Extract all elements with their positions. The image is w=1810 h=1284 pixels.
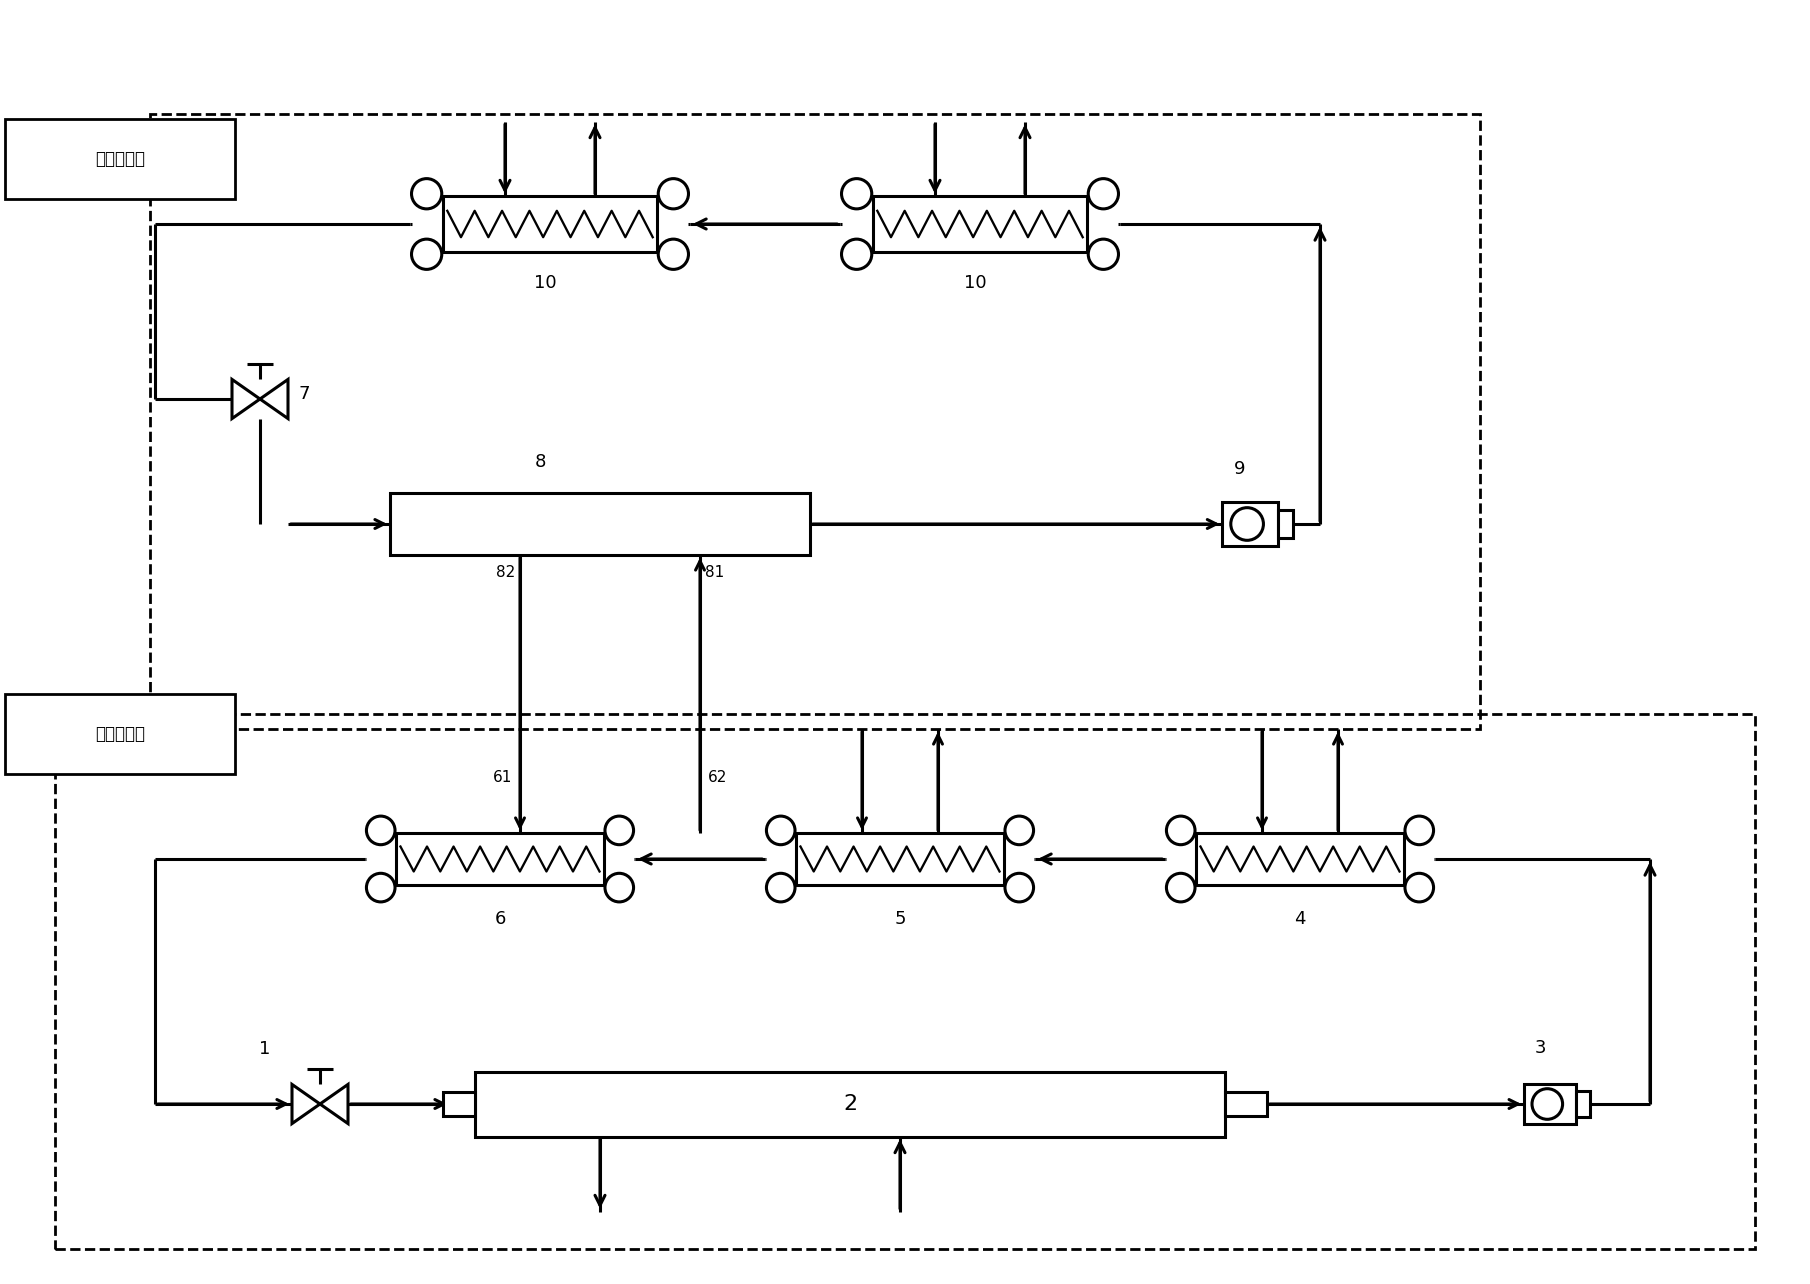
Bar [389, 493, 811, 555]
Circle shape [842, 178, 872, 209]
Bar [1524, 1084, 1577, 1125]
Circle shape [842, 239, 872, 270]
Text: 2: 2 [843, 1094, 858, 1115]
Bar [872, 196, 1086, 252]
Circle shape [605, 817, 634, 845]
Polygon shape [320, 1085, 348, 1124]
Bar [54, 714, 1756, 1249]
Text: 5: 5 [894, 910, 905, 928]
Circle shape [1088, 239, 1119, 270]
Bar [1222, 502, 1278, 546]
Circle shape [1088, 178, 1119, 209]
Text: 82: 82 [496, 565, 516, 580]
Circle shape [411, 239, 442, 270]
Bar [443, 1093, 474, 1116]
Text: 7: 7 [299, 385, 310, 403]
Text: 低压低温端: 低压低温端 [94, 725, 145, 743]
Bar [1278, 510, 1292, 538]
Circle shape [411, 178, 442, 209]
Circle shape [1405, 873, 1434, 901]
Bar [1196, 833, 1403, 885]
Text: 10: 10 [963, 273, 986, 291]
Text: 3: 3 [1535, 1039, 1546, 1057]
Text: 高压高温端: 高压高温端 [94, 150, 145, 168]
Text: 61: 61 [492, 770, 512, 786]
Text: 62: 62 [708, 770, 728, 786]
Bar [396, 833, 603, 885]
Text: 8: 8 [534, 453, 545, 471]
Text: 81: 81 [706, 565, 724, 580]
Circle shape [1166, 817, 1195, 845]
Bar [796, 833, 1003, 885]
Circle shape [366, 873, 395, 901]
Circle shape [366, 817, 395, 845]
Text: 1: 1 [259, 1040, 272, 1058]
Circle shape [605, 873, 634, 901]
Text: 10: 10 [534, 273, 556, 291]
Circle shape [1005, 817, 1034, 845]
Circle shape [1531, 1089, 1562, 1120]
Circle shape [659, 239, 688, 270]
Circle shape [766, 817, 795, 845]
Bar [474, 1072, 1225, 1136]
Bar [443, 196, 657, 252]
Polygon shape [232, 379, 261, 419]
Text: 6: 6 [494, 910, 505, 928]
Circle shape [659, 178, 688, 209]
Circle shape [1166, 873, 1195, 901]
Bar [150, 114, 1481, 729]
Bar [1225, 1093, 1267, 1116]
Text: 9: 9 [1234, 460, 1245, 478]
Polygon shape [261, 379, 288, 419]
FancyBboxPatch shape [5, 119, 235, 199]
Polygon shape [291, 1085, 320, 1124]
Circle shape [1005, 873, 1034, 901]
Circle shape [1231, 507, 1263, 541]
Text: 4: 4 [1294, 910, 1305, 928]
Circle shape [1405, 817, 1434, 845]
FancyBboxPatch shape [5, 693, 235, 774]
Circle shape [766, 873, 795, 901]
Bar [1577, 1091, 1591, 1117]
